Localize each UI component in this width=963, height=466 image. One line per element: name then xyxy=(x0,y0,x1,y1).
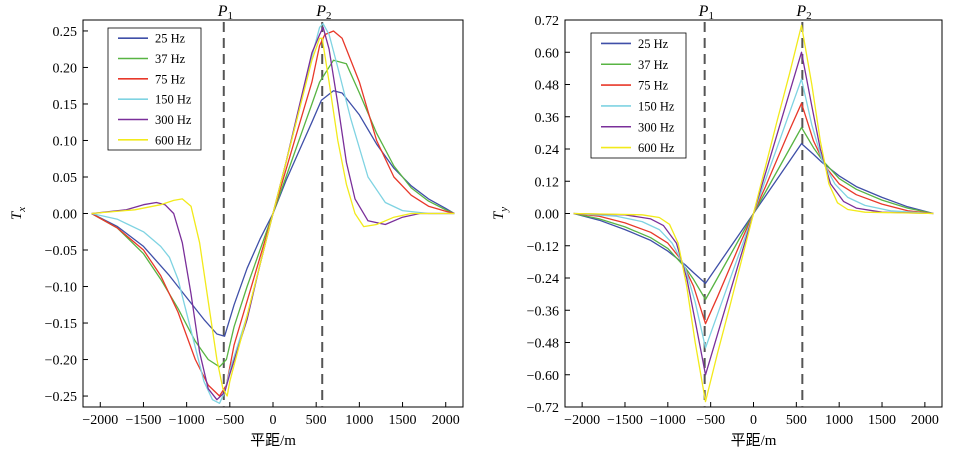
right-legend-label: 37 Hz xyxy=(638,58,669,72)
left-y-tick-label: 0.05 xyxy=(53,171,78,186)
right-y-tick-label: 0.12 xyxy=(535,175,560,190)
left-marker-letter: P xyxy=(217,3,228,20)
left-marker-label-p2: P2 xyxy=(315,3,331,22)
right-x-axis-label: 平距/m xyxy=(731,433,777,449)
left-legend-label: 300 Hz xyxy=(155,113,192,127)
right-y-tick-label: −0.12 xyxy=(527,240,559,255)
right-y-tick-label: −0.60 xyxy=(527,369,559,384)
right-y-tick-label: 0.60 xyxy=(535,46,560,61)
right-marker-letter: P xyxy=(698,3,709,20)
right-y-axis-label-sub: y xyxy=(498,207,510,213)
right-y-tick-label: 0.36 xyxy=(535,111,560,126)
left-y-tick-label: −0.25 xyxy=(45,390,77,405)
left-x-axis-label: 平距/m xyxy=(250,433,296,449)
left-x-tick-label: 1000 xyxy=(345,413,373,428)
right-y-tick-label: 0.48 xyxy=(535,79,560,94)
right-y-tick-label: −0.36 xyxy=(527,304,559,319)
left-legend-label: 75 Hz xyxy=(155,72,186,86)
right-legend-label: 150 Hz xyxy=(638,99,675,113)
left-x-tick-label: −500 xyxy=(215,413,244,428)
right-x-tick-label: 500 xyxy=(786,413,807,428)
right-marker-label-p1: P1 xyxy=(698,3,714,22)
left-y-tick-label: 0.15 xyxy=(53,98,78,113)
left-x-tick-label: 2000 xyxy=(432,413,460,428)
right-x-tick-label: −1000 xyxy=(650,413,686,428)
right-legend: 25 Hz 37 Hz 75 Hz 150 Hz 300 Hz 600 Hz xyxy=(590,32,687,159)
right-y-tick-label: −0.24 xyxy=(527,272,559,287)
left-marker-label-p1: P1 xyxy=(217,3,233,22)
right-chart-ty: −2000 −1500 −1000 −500 0 500 1000 1500 2000 −0.72… xyxy=(491,3,943,449)
left-series-25hz xyxy=(91,90,455,337)
right-x-tick-label: −2000 xyxy=(564,413,600,428)
right-x-tick-label: 0 xyxy=(750,413,757,428)
right-marker-sub: 1 xyxy=(708,10,714,22)
left-x-tick-label: −2000 xyxy=(82,413,118,428)
left-x-tick-label: 1500 xyxy=(389,413,417,428)
right-legend-label: 75 Hz xyxy=(638,79,669,93)
left-y-tick-label: 0.00 xyxy=(53,208,78,223)
right-y-tick-label: 0.00 xyxy=(535,208,560,223)
right-y-axis-label: Ty xyxy=(491,207,510,220)
left-x-tick-label: −1500 xyxy=(126,413,162,428)
left-y-axis-label: Tx xyxy=(9,207,28,220)
left-legend-label: 600 Hz xyxy=(155,133,192,147)
left-chart-tx: −2000 −1500 −1000 −500 0 500 1000 1500 2000 −0.25… xyxy=(9,3,464,449)
right-legend-label: 25 Hz xyxy=(638,37,669,51)
left-marker-sub: 2 xyxy=(326,10,332,22)
right-x-tick-label: 2000 xyxy=(911,413,939,428)
left-series-75hz xyxy=(91,30,455,397)
right-y-tick-label: 0.72 xyxy=(535,14,560,29)
right-marker-label-p2: P2 xyxy=(795,3,811,22)
left-marker-sub: 1 xyxy=(228,10,234,22)
left-y-tick-label: −0.05 xyxy=(45,244,77,259)
right-series-600hz xyxy=(573,24,934,403)
left-y-tick-label: 0.10 xyxy=(53,134,78,149)
right-x-tick-label: 1500 xyxy=(868,413,896,428)
right-x-tick-label: −1500 xyxy=(607,413,643,428)
left-series-37hz xyxy=(91,59,455,368)
right-y-tick-label: −0.48 xyxy=(527,337,559,352)
left-marker-letter: P xyxy=(315,3,326,20)
left-y-tick-label: 0.25 xyxy=(53,25,78,40)
left-y-tick-label: −0.10 xyxy=(45,281,77,296)
left-y-axis-label-main: T xyxy=(9,210,25,220)
left-x-tick-label: −1000 xyxy=(169,413,205,428)
left-y-tick-label: −0.15 xyxy=(45,317,77,332)
right-y-tick-label: 0.24 xyxy=(535,143,560,158)
left-x-tick-label: 500 xyxy=(306,413,327,428)
left-legend-label: 25 Hz xyxy=(155,32,186,46)
left-y-tick-label: 0.20 xyxy=(53,61,78,76)
left-x-tick-label: 0 xyxy=(270,413,277,428)
left-legend-box xyxy=(107,27,202,151)
right-legend-label: 300 Hz xyxy=(638,120,675,134)
right-y-axis-label-main: T xyxy=(491,210,507,220)
left-legend-label: 37 Hz xyxy=(155,52,186,66)
left-legend-label: 150 Hz xyxy=(155,93,192,107)
left-y-axis-label-sub: x xyxy=(16,207,28,213)
right-marker-letter: P xyxy=(795,3,806,20)
right-marker-sub: 2 xyxy=(806,10,812,22)
left-y-tick-label: −0.20 xyxy=(45,354,77,369)
left-series-600hz xyxy=(91,37,455,397)
right-legend-box xyxy=(590,32,687,159)
left-legend: 25 Hz 37 Hz 75 Hz 150 Hz 300 Hz 600 Hz xyxy=(107,27,202,151)
right-x-tick-label: 1000 xyxy=(825,413,853,428)
right-y-tick-label: −0.72 xyxy=(527,401,559,416)
right-x-tick-label: −500 xyxy=(696,413,725,428)
right-legend-label: 600 Hz xyxy=(638,141,675,155)
